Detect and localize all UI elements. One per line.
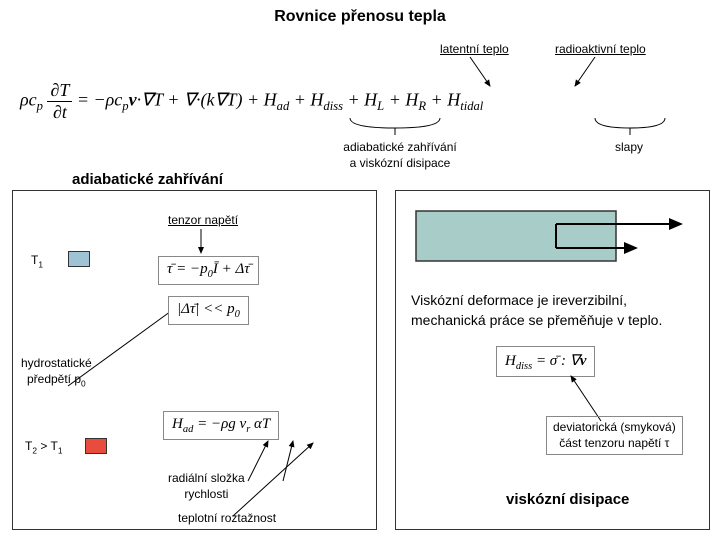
visc-heading: viskózní disipace [506, 491, 629, 508]
annot-slapy: slapy [615, 140, 643, 156]
left-panel: adiabatické zahřívání tenzor napětí T1 τ… [12, 190, 377, 530]
annot-adiab-visc: adiabatické zahřívánía viskózní disipace [340, 140, 460, 171]
t2-label: T2 > T1 [25, 439, 62, 455]
eq-tau: τ̄ = −p0Ī + Δτ̄ [158, 256, 259, 285]
t1-box [68, 251, 90, 267]
eq-dtau: |Δτ̄| << p0 [168, 296, 249, 325]
radial-label: radiální složkarychlosti [168, 471, 245, 502]
t2-box [85, 438, 107, 454]
left-heading: adiabatické zahřívání [68, 171, 227, 188]
temp-label: teplotní roztažnost [178, 511, 276, 525]
right-panel: Viskózní deformace je ireverzibilní, mec… [395, 190, 710, 530]
right-arrows [396, 191, 711, 531]
dev-label: deviatorická (smyková)část tenzoru napět… [546, 416, 683, 455]
t1-label: T1 [31, 253, 43, 269]
hydro-label: hydrostaticképředpětí p0 [21, 356, 92, 389]
eq-had: Had = −ρg vr αT [163, 411, 279, 440]
